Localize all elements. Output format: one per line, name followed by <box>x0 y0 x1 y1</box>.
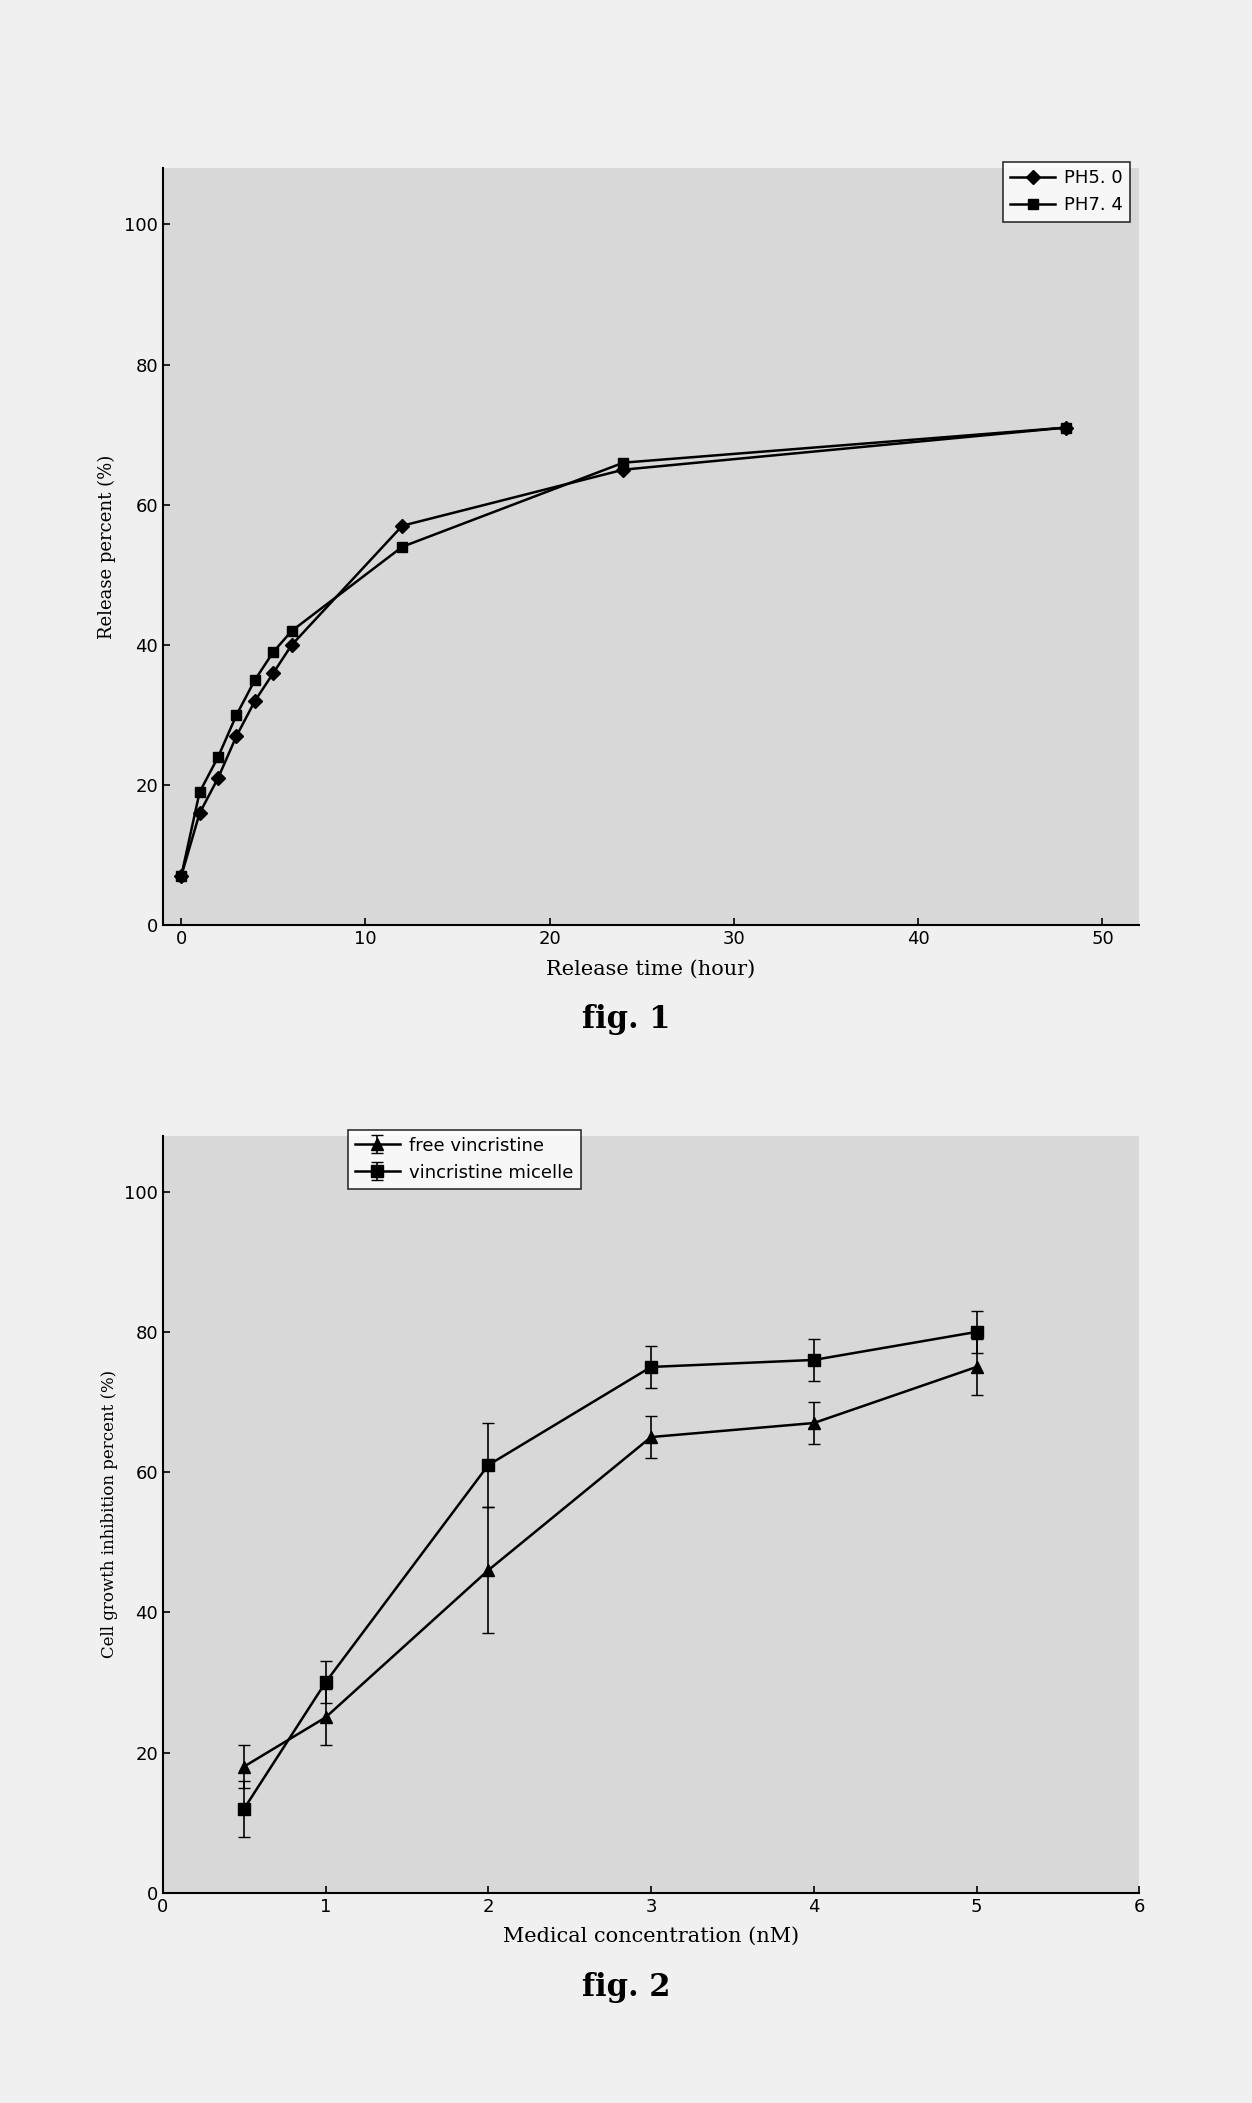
PH7. 4 <box>265 639 280 665</box>
PH5. 0 <box>248 688 263 713</box>
X-axis label: Release time (hour): Release time (hour) <box>546 959 756 978</box>
Text: fig. 2: fig. 2 <box>582 1973 670 2002</box>
PH5. 0 <box>265 660 280 686</box>
PH5. 0 <box>394 513 409 538</box>
Line: PH5. 0: PH5. 0 <box>177 423 1070 881</box>
PH7. 4 <box>1058 414 1073 440</box>
PH7. 4 <box>229 702 244 728</box>
PH5. 0 <box>616 456 631 482</box>
PH7. 4 <box>616 450 631 475</box>
PH7. 4 <box>284 618 299 644</box>
PH7. 4 <box>192 780 207 805</box>
Y-axis label: Cell growth inhibition percent (%): Cell growth inhibition percent (%) <box>101 1369 119 1659</box>
PH5. 0 <box>1058 414 1073 440</box>
Line: PH7. 4: PH7. 4 <box>177 423 1070 881</box>
PH7. 4 <box>394 534 409 559</box>
X-axis label: Medical concentration (nM): Medical concentration (nM) <box>503 1926 799 1945</box>
PH7. 4 <box>174 864 189 890</box>
PH5. 0 <box>192 801 207 826</box>
Y-axis label: Release percent (%): Release percent (%) <box>98 454 115 639</box>
PH5. 0 <box>229 723 244 749</box>
Text: fig. 1: fig. 1 <box>582 1005 670 1035</box>
PH5. 0 <box>174 864 189 890</box>
Legend: free vincristine, vincristine micelle: free vincristine, vincristine micelle <box>348 1129 581 1188</box>
Legend: PH5. 0, PH7. 4: PH5. 0, PH7. 4 <box>1003 162 1131 221</box>
PH7. 4 <box>248 667 263 692</box>
PH7. 4 <box>210 744 225 770</box>
PH5. 0 <box>210 765 225 791</box>
PH5. 0 <box>284 633 299 658</box>
